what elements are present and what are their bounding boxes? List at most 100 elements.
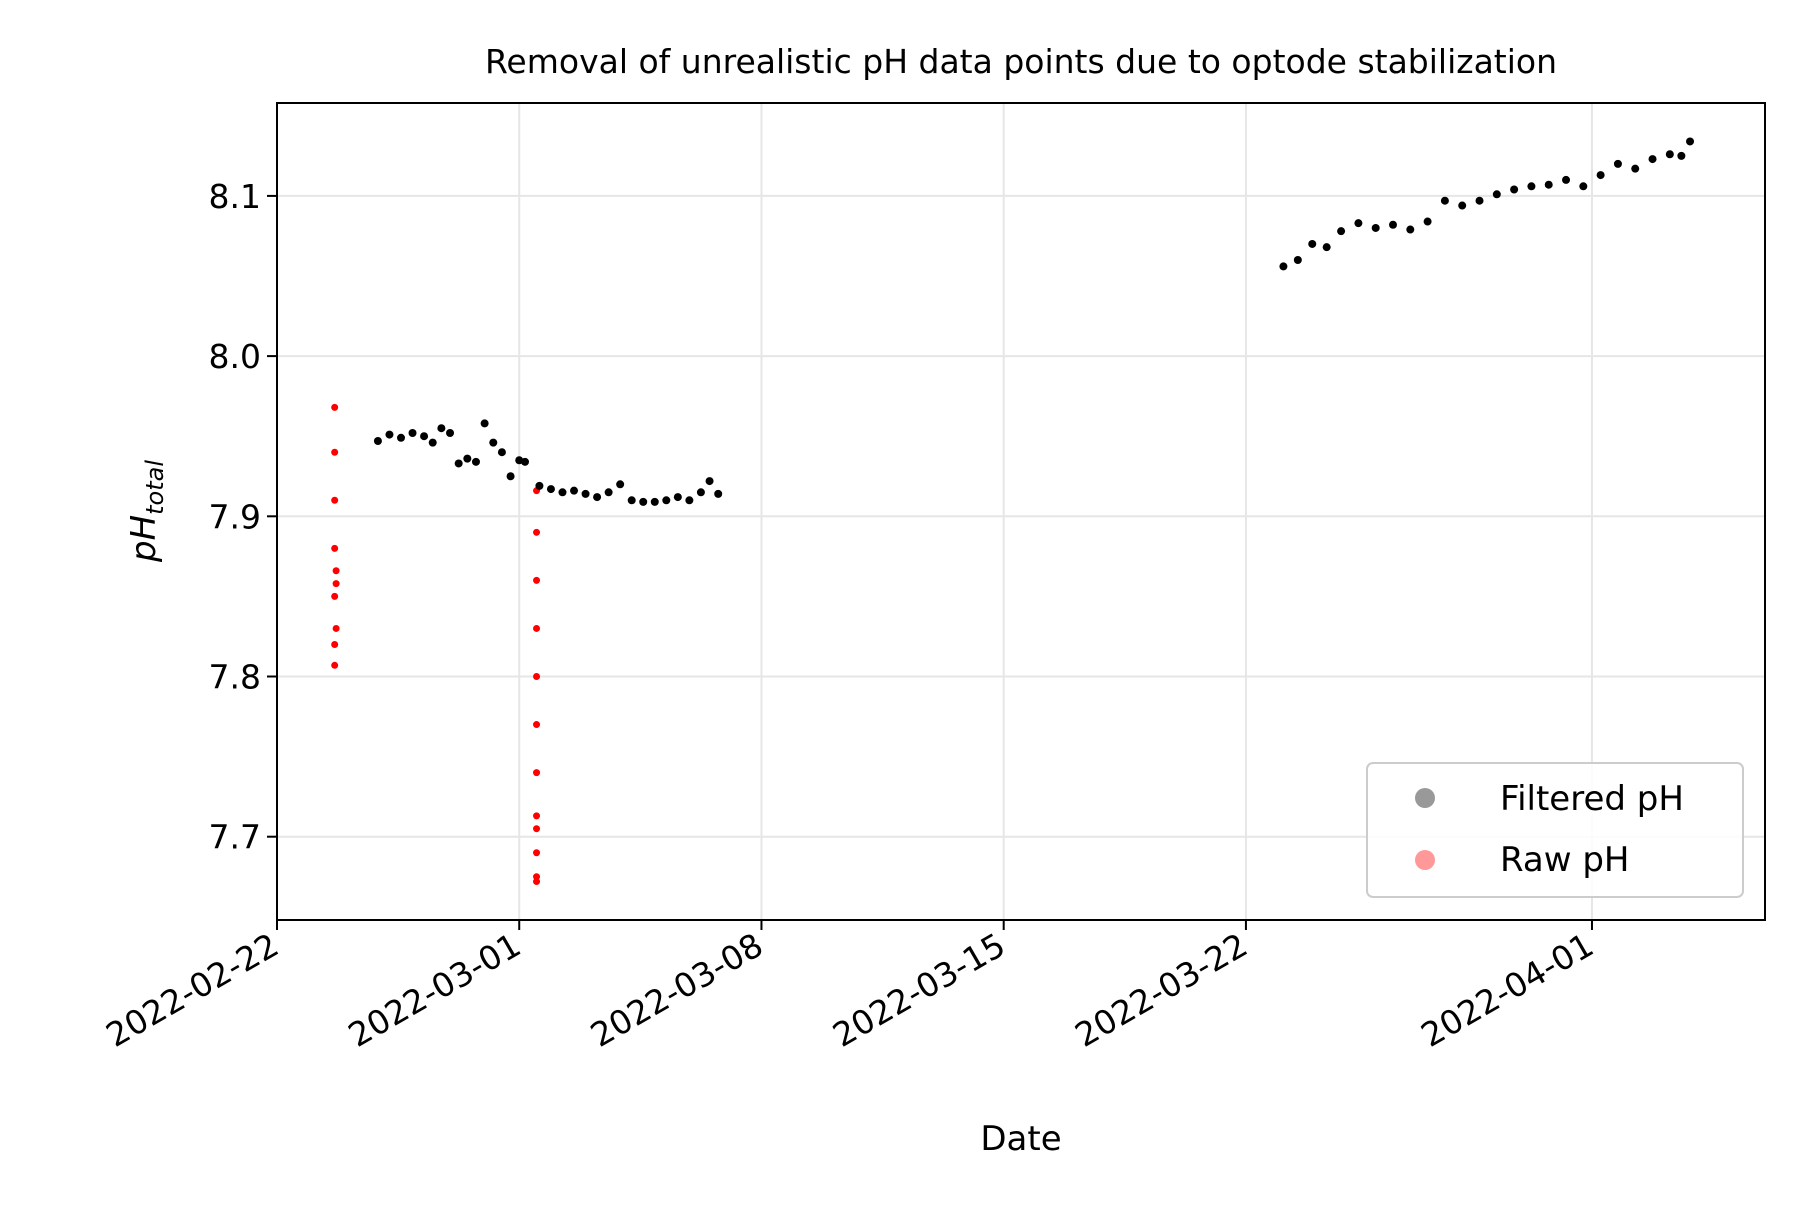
point-filtered-ph (420, 432, 429, 441)
point-filtered-ph (570, 486, 579, 495)
point-raw-ph (331, 544, 339, 552)
x-tick-label: 2022-04-01 (1414, 925, 1600, 1055)
point-filtered-ph (705, 477, 714, 486)
point-filtered-ph (662, 496, 671, 505)
point-raw-ph (331, 661, 339, 669)
point-filtered-ph (408, 429, 417, 438)
point-raw-ph (332, 624, 340, 632)
y-axis-label: pHtotal (124, 460, 169, 563)
point-filtered-ph (1544, 180, 1553, 189)
point-filtered-ph (1423, 217, 1432, 226)
y-tick-label: 7.8 (209, 658, 261, 697)
point-filtered-ph (1389, 220, 1397, 229)
x-tick-label: 2022-02-22 (99, 925, 285, 1055)
point-raw-ph (332, 567, 340, 575)
point-filtered-ph (506, 472, 515, 481)
legend-label-raw-ph: Raw pH (1500, 840, 1629, 880)
point-filtered-ph (1322, 243, 1331, 252)
point-filtered-ph (1458, 201, 1467, 210)
point-filtered-ph (1596, 171, 1605, 180)
y-tick-label: 7.9 (209, 497, 261, 536)
point-filtered-ph (673, 493, 682, 502)
point-filtered-ph (650, 497, 659, 506)
point-filtered-ph (616, 480, 625, 489)
point-filtered-ph (1475, 196, 1484, 205)
x-tick-label: 2022-03-15 (826, 925, 1012, 1055)
point-raw-ph (331, 403, 339, 411)
x-axis-ticks: 2022-02-22 2022-03-01 2022-03-08 2022-03-15… (99, 920, 1600, 1055)
point-raw-ph (533, 721, 541, 729)
point-filtered-ph (1371, 223, 1380, 232)
point-filtered-ph (397, 433, 405, 442)
point-filtered-ph (521, 457, 529, 466)
point-filtered-ph (1648, 155, 1657, 164)
point-filtered-ph (471, 457, 480, 466)
point-raw-ph (533, 873, 541, 881)
point-filtered-ph (1406, 225, 1415, 234)
point-filtered-ph (1337, 227, 1346, 236)
point-raw-ph (533, 769, 541, 777)
point-filtered-ph (535, 481, 544, 490)
point-filtered-ph (639, 497, 648, 506)
x-tick-label: 2022-03-01 (342, 925, 528, 1055)
legend-marker-filtered-ph (1415, 788, 1435, 808)
plot-frame (276, 102, 1766, 921)
x-axis-label: Date (980, 1119, 1061, 1159)
x-tick-label: 2022-03-08 (584, 925, 770, 1055)
point-raw-ph (533, 576, 541, 584)
point-filtered-ph (1631, 164, 1640, 173)
data-layer (331, 137, 1695, 886)
point-raw-ph (332, 580, 340, 588)
point-filtered-ph (1527, 182, 1536, 191)
point-filtered-ph (1510, 185, 1519, 194)
point-filtered-ph (497, 448, 506, 457)
point-filtered-ph (546, 485, 555, 494)
point-filtered-ph (1665, 150, 1674, 159)
point-raw-ph (331, 496, 339, 504)
point-filtered-ph (373, 437, 382, 446)
point-filtered-ph (1677, 151, 1686, 160)
y-axis-label-subscript: total (141, 460, 169, 515)
point-filtered-ph (1354, 219, 1363, 228)
point-raw-ph (533, 673, 541, 681)
series-raw-ph (331, 403, 541, 886)
point-filtered-ph (558, 488, 567, 497)
point-filtered-ph (593, 493, 602, 502)
point-filtered-ph (714, 489, 723, 498)
point-raw-ph (533, 825, 541, 833)
point-raw-ph (533, 849, 541, 857)
point-filtered-ph (1440, 196, 1449, 205)
point-filtered-ph (428, 438, 437, 447)
point-filtered-ph (385, 430, 394, 439)
point-filtered-ph (685, 496, 694, 505)
point-filtered-ph (1613, 159, 1622, 168)
point-filtered-ph (627, 496, 636, 505)
series-filtered-ph (373, 137, 1695, 506)
point-filtered-ph (1279, 262, 1288, 271)
point-filtered-ph (581, 489, 590, 498)
legend-frame (1366, 762, 1744, 898)
point-filtered-ph (446, 429, 455, 438)
point-filtered-ph (604, 488, 613, 497)
point-raw-ph (331, 448, 339, 456)
point-filtered-ph (1562, 175, 1571, 184)
point-raw-ph (331, 592, 339, 600)
point-filtered-ph (1293, 255, 1302, 264)
point-raw-ph (533, 812, 541, 820)
y-axis-ticks: 7.7 7.8 7.9 8.0 8.1 (209, 177, 277, 857)
grid-layer (276, 103, 1765, 920)
point-raw-ph (533, 528, 541, 536)
legend-label-filtered-ph: Filtered pH (1500, 779, 1684, 819)
point-raw-ph (331, 640, 339, 648)
point-filtered-ph (480, 419, 489, 428)
point-filtered-ph (489, 438, 498, 447)
legend: Filtered pH Raw pH (1366, 762, 1744, 898)
x-tick-label: 2022-03-22 (1068, 925, 1254, 1055)
y-tick-label: 8.0 (209, 337, 261, 376)
point-filtered-ph (463, 454, 472, 463)
y-axis-label-main: pH (124, 515, 164, 563)
legend-marker-raw-ph (1415, 850, 1435, 870)
point-filtered-ph (1579, 182, 1588, 191)
